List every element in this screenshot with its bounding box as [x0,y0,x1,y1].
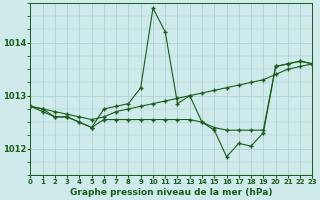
X-axis label: Graphe pression niveau de la mer (hPa): Graphe pression niveau de la mer (hPa) [70,188,273,197]
